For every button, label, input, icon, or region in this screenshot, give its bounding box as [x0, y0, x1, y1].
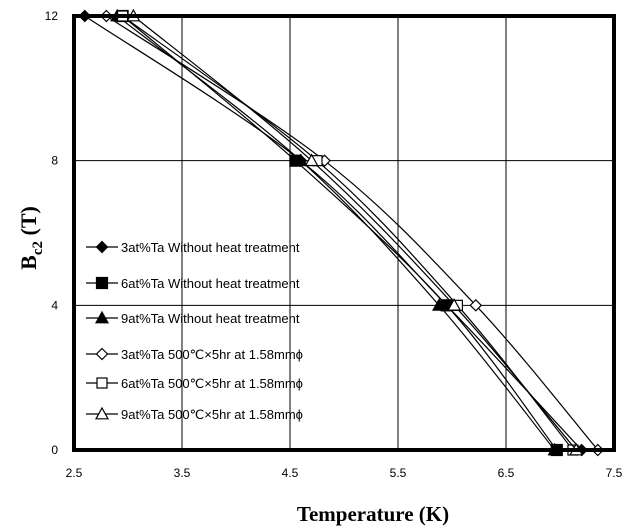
- legend-marker: [96, 377, 108, 389]
- series-line: [133, 15, 577, 451]
- legend-item: 6at%Ta 500℃×5hr at 1.58mmϕ: [86, 376, 303, 391]
- legend-label: 9at%Ta Without heat treatment: [121, 311, 300, 326]
- grid-lines: [74, 16, 614, 450]
- legend-item: 3at%Ta Without heat treatment: [86, 240, 300, 255]
- legend-marker: [95, 240, 109, 254]
- series-layer: [78, 8, 605, 457]
- legend-item: 9at%Ta Without heat treatment: [86, 310, 300, 326]
- data-point: [304, 153, 319, 167]
- legend: 3at%Ta Without heat treatment 6at%Ta With…: [86, 240, 303, 422]
- legend-label: 9at%Ta 500℃×5hr at 1.58mmϕ: [121, 407, 303, 422]
- legend-item: 3at%Ta 500℃×5hr at 1.58mmϕ: [86, 347, 303, 362]
- x-tick-label: 2.5: [66, 466, 83, 480]
- legend-label: 6at%Ta 500℃×5hr at 1.58mmϕ: [121, 376, 303, 391]
- y-tick-label: 8: [51, 154, 58, 168]
- legend-marker: [95, 276, 109, 290]
- legend-label: 3at%Ta Without heat treatment: [121, 240, 300, 255]
- series-line: [106, 15, 599, 451]
- y-axis-label-main: B: [16, 255, 41, 270]
- y-tick-label: 4: [51, 298, 58, 312]
- x-tick-label: 6.5: [498, 466, 515, 480]
- legend-label: 3at%Ta 500℃×5hr at 1.58mmϕ: [121, 347, 303, 362]
- data-point: [432, 298, 447, 311]
- y-axis-label-unit: (T): [16, 206, 41, 241]
- legend-label: 6at%Ta Without heat treatment: [121, 276, 300, 291]
- x-tick-labels: 2.5 3.5 4.5 5.5 6.5 7.5: [66, 466, 623, 480]
- x-tick-label: 3.5: [174, 466, 191, 480]
- series-6: [126, 8, 584, 456]
- series-line: [84, 15, 583, 451]
- y-axis-label: Bc2 (T): [16, 206, 46, 270]
- data-point: [469, 298, 483, 312]
- y-tick-labels: 0 4 8 12: [45, 9, 59, 457]
- y-axis-label-sub: c2: [30, 241, 46, 255]
- legend-marker: [94, 406, 110, 420]
- legend-marker: [94, 310, 110, 324]
- x-tick-label: 7.5: [606, 466, 623, 480]
- y-tick-label: 0: [51, 443, 58, 457]
- legend-item: 6at%Ta Without heat treatment: [86, 276, 300, 291]
- legend-item: 9at%Ta 500℃×5hr at 1.58mmϕ: [86, 406, 303, 422]
- series-line: [116, 15, 556, 451]
- x-tick-label: 5.5: [390, 466, 407, 480]
- data-point: [447, 298, 462, 311]
- legend-marker: [95, 347, 109, 361]
- x-tick-label: 4.5: [282, 466, 299, 480]
- data-point: [293, 153, 308, 167]
- y-tick-label: 12: [45, 9, 59, 23]
- plot-frame: [72, 14, 616, 452]
- x-axis-label: Temperature (K): [297, 502, 449, 526]
